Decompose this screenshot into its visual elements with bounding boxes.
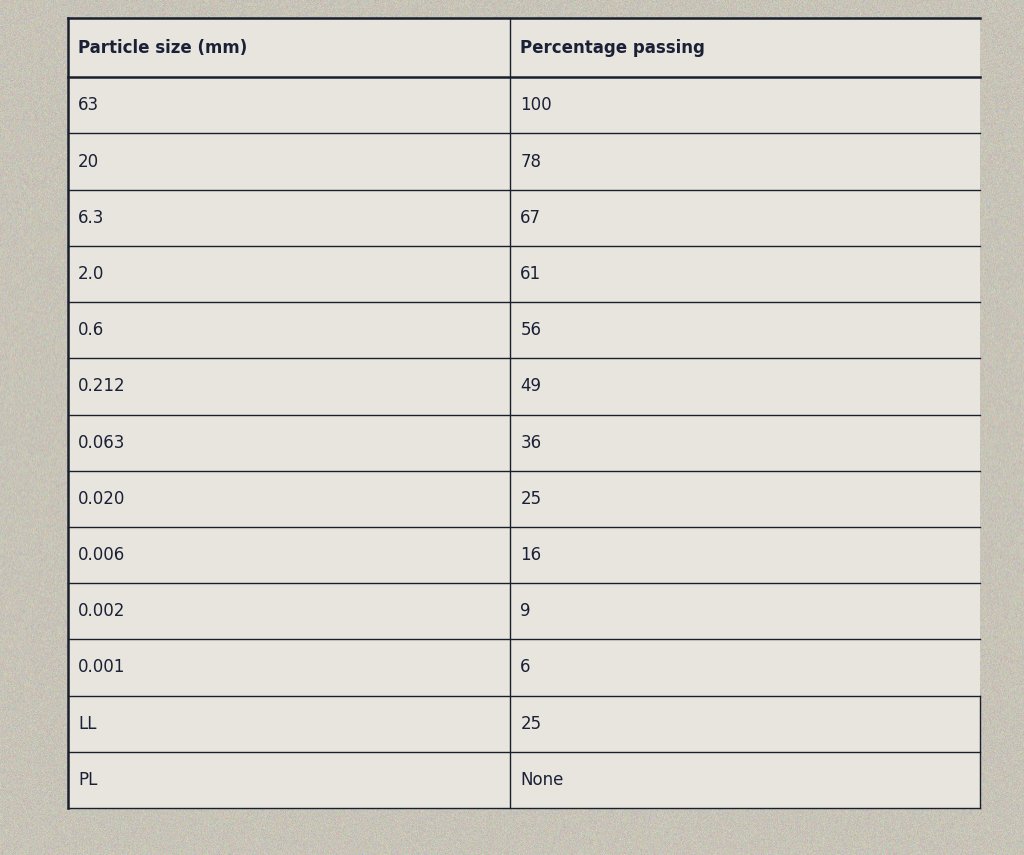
Text: 0.006: 0.006 [78,546,125,564]
Text: 25: 25 [520,490,542,508]
Text: 2.0: 2.0 [78,265,104,283]
Bar [68,696,980,752]
Text: 36: 36 [520,433,542,451]
Text: 63: 63 [78,97,99,115]
Text: 16: 16 [520,546,542,564]
Text: 67: 67 [520,209,542,227]
Text: 6: 6 [520,658,530,676]
Bar [68,133,980,190]
Text: 6.3: 6.3 [78,209,104,227]
Bar [68,583,980,640]
Bar [68,415,980,471]
Text: 0.212: 0.212 [78,377,126,395]
Text: 0.002: 0.002 [78,602,125,620]
Text: 25: 25 [520,715,542,733]
Bar [68,752,980,808]
Text: Percentage passing: Percentage passing [520,38,706,56]
Text: 56: 56 [520,321,542,339]
Text: Particle size (mm): Particle size (mm) [78,38,247,56]
Text: 0.063: 0.063 [78,433,125,451]
Text: None: None [520,771,563,789]
Text: 20: 20 [78,152,99,170]
Text: PL: PL [78,771,97,789]
Text: 0.6: 0.6 [78,321,104,339]
Bar [68,190,980,246]
Text: 100: 100 [520,97,552,115]
Text: 61: 61 [520,265,542,283]
Text: 0.001: 0.001 [78,658,125,676]
Text: 0.020: 0.020 [78,490,125,508]
Bar [68,471,980,527]
Bar [68,302,980,358]
Text: 49: 49 [520,377,542,395]
Text: 9: 9 [520,602,530,620]
Bar [68,77,980,133]
Text: 78: 78 [520,152,542,170]
Text: LL: LL [78,715,96,733]
Bar [68,527,980,583]
Bar [68,358,980,415]
Bar [68,18,980,77]
Bar [68,640,980,696]
Bar [68,246,980,302]
